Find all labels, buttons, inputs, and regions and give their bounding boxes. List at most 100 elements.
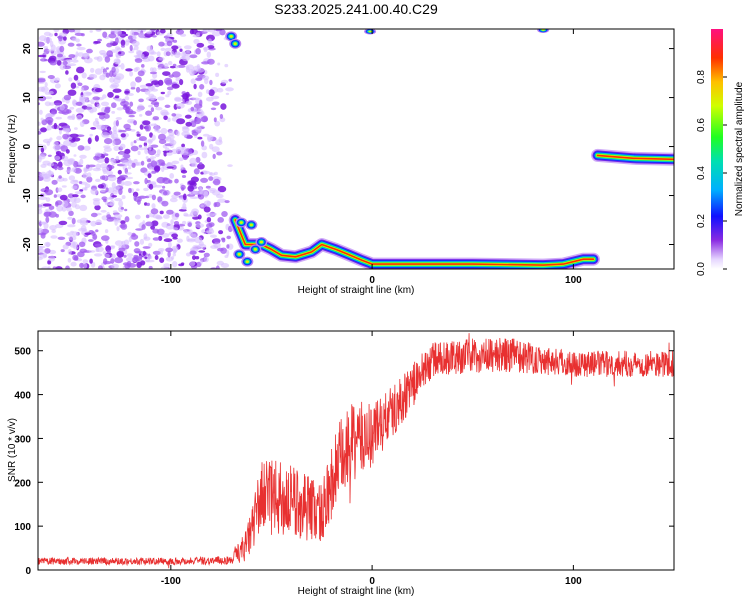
heatmap-noise-blob <box>127 166 132 170</box>
heatmap-noise-blob <box>215 72 220 77</box>
heatmap-noise-blob <box>155 215 163 220</box>
heatmap-noise-blob <box>195 77 203 81</box>
heatmap-noise-blob <box>43 211 51 217</box>
heatmap-noise-blob <box>202 29 210 33</box>
heatmap-noise-blob <box>108 33 117 39</box>
heatmap-noise-blob <box>56 176 65 182</box>
heatmap-noise-blob <box>216 151 223 156</box>
heatmap-noise-blob <box>171 83 180 89</box>
heatmap-noise-blob <box>104 56 111 63</box>
heatmap-noise-blob <box>100 209 107 213</box>
heatmap-noise-blob <box>115 119 119 127</box>
heatmap-noise-blob <box>59 104 65 111</box>
heatmap-noise-blob <box>144 89 151 95</box>
heatmap-noise-blob <box>126 256 135 263</box>
heatmap-noise-blob <box>94 88 103 93</box>
heatmap-noise-blob <box>97 112 106 116</box>
heatmap-noise-blob <box>124 208 128 212</box>
heatmap-noise-blob <box>86 176 93 183</box>
heatmap-noise-blob <box>90 126 97 130</box>
heatmap-noise-blob <box>141 224 146 230</box>
heatmap-noise-blob <box>78 241 86 248</box>
heatmap-noise-blob <box>118 51 122 55</box>
heatmap-noise-blob <box>78 181 83 184</box>
heatmap-noise-blob <box>168 60 173 66</box>
heatmap-noise-blob <box>72 99 77 106</box>
heatmap-trace-blob <box>233 42 237 46</box>
heatmap-noise-blob <box>72 254 79 261</box>
heatmap-noise-blob <box>225 92 230 96</box>
heatmap-x-axis-label: Height of straight line (km) <box>298 285 415 296</box>
heatmap-noise-blob <box>171 148 179 155</box>
heatmap-noise-blob <box>80 87 85 93</box>
heatmap-noise-blob <box>217 185 227 193</box>
heatmap-noise-blob <box>43 36 52 44</box>
heatmap-noise-blob <box>165 147 170 152</box>
heatmap-noise-blob <box>48 90 54 95</box>
colorbar-tick-label: 0.4 <box>696 166 707 180</box>
heatmap-noise-blob <box>199 259 203 264</box>
heatmap-noise-blob <box>58 220 68 226</box>
heatmap-noise-blob <box>54 32 58 37</box>
heatmap-noise-blob <box>139 124 144 130</box>
heatmap-noise-blob <box>155 107 163 111</box>
heatmap-noise-blob <box>169 173 175 179</box>
heatmap-noise-blob <box>159 29 166 34</box>
heatmap-noise-blob <box>49 40 54 48</box>
heatmap-noise-blob <box>77 52 84 57</box>
heatmap-noise-blob <box>138 98 144 103</box>
heatmap-noise-blob <box>137 70 145 77</box>
heatmap-noise-blob <box>143 142 148 147</box>
heatmap-noise-blob <box>121 195 126 200</box>
heatmap-noise-blob <box>138 32 146 39</box>
heatmap-noise-blob <box>196 63 200 70</box>
heatmap-noise-blob <box>172 253 176 257</box>
heatmap-noise-blob <box>131 36 137 39</box>
heatmap-noise-blob <box>136 133 141 137</box>
heatmap-noise-blob <box>213 178 221 186</box>
colorbar-gradient <box>711 29 723 269</box>
heatmap-noise-blob <box>180 262 185 266</box>
heatmap-noise-blob <box>148 104 153 108</box>
heatmap-noise-blob <box>72 194 79 198</box>
heatmap-noise-blob <box>172 247 177 254</box>
heatmap-noise-blob <box>165 94 170 98</box>
heatmap-noise-blob <box>48 255 56 262</box>
heatmap-noise-blob <box>156 228 165 235</box>
heatmap-noise-blob <box>95 246 104 253</box>
heatmap-noise-blob <box>200 204 204 207</box>
heatmap-noise-blob <box>137 150 141 156</box>
heatmap-noise-blob <box>217 62 221 66</box>
heatmap-noise-blob <box>163 191 168 196</box>
heatmap-noise-blob <box>96 124 106 130</box>
heatmap-noise-blob <box>56 53 64 58</box>
heatmap-noise-blob <box>120 180 125 187</box>
heatmap-noise-blob <box>104 229 109 234</box>
heatmap-frame <box>37 28 675 270</box>
heatmap-noise-blob <box>72 37 77 42</box>
heatmap-noise-blob <box>130 145 139 152</box>
heatmap-noise-blob <box>70 261 77 267</box>
heatmap-noise-blob <box>197 214 202 220</box>
heatmap-noise-blob <box>105 67 109 70</box>
heatmap-noise-blob <box>87 137 92 145</box>
heatmap-noise-blob <box>120 63 125 70</box>
heatmap-noise-blob <box>147 173 152 179</box>
heatmap-noise-blob <box>66 206 72 212</box>
heatmap-noise-blob <box>56 60 62 66</box>
heatmap-noise-blob <box>123 153 131 159</box>
heatmap-noise-blob <box>165 247 174 253</box>
heatmap-noise-blob <box>49 225 57 231</box>
heatmap-noise-blob <box>38 154 46 160</box>
heatmap-noise-blob <box>121 44 125 48</box>
heatmap-noise-blob <box>177 106 181 109</box>
heatmap-noise-blob <box>53 122 58 130</box>
heatmap-noise-blob <box>161 111 170 116</box>
heatmap-noise-blob <box>174 97 183 102</box>
heatmap-noise-blob <box>203 256 209 263</box>
heatmap-noise-blob <box>75 101 83 106</box>
heatmap-noise-blob <box>188 180 196 185</box>
heatmap-noise-blob <box>199 111 204 117</box>
heatmap-noise-blob <box>111 132 119 139</box>
heatmap-noise-blob <box>103 113 110 119</box>
